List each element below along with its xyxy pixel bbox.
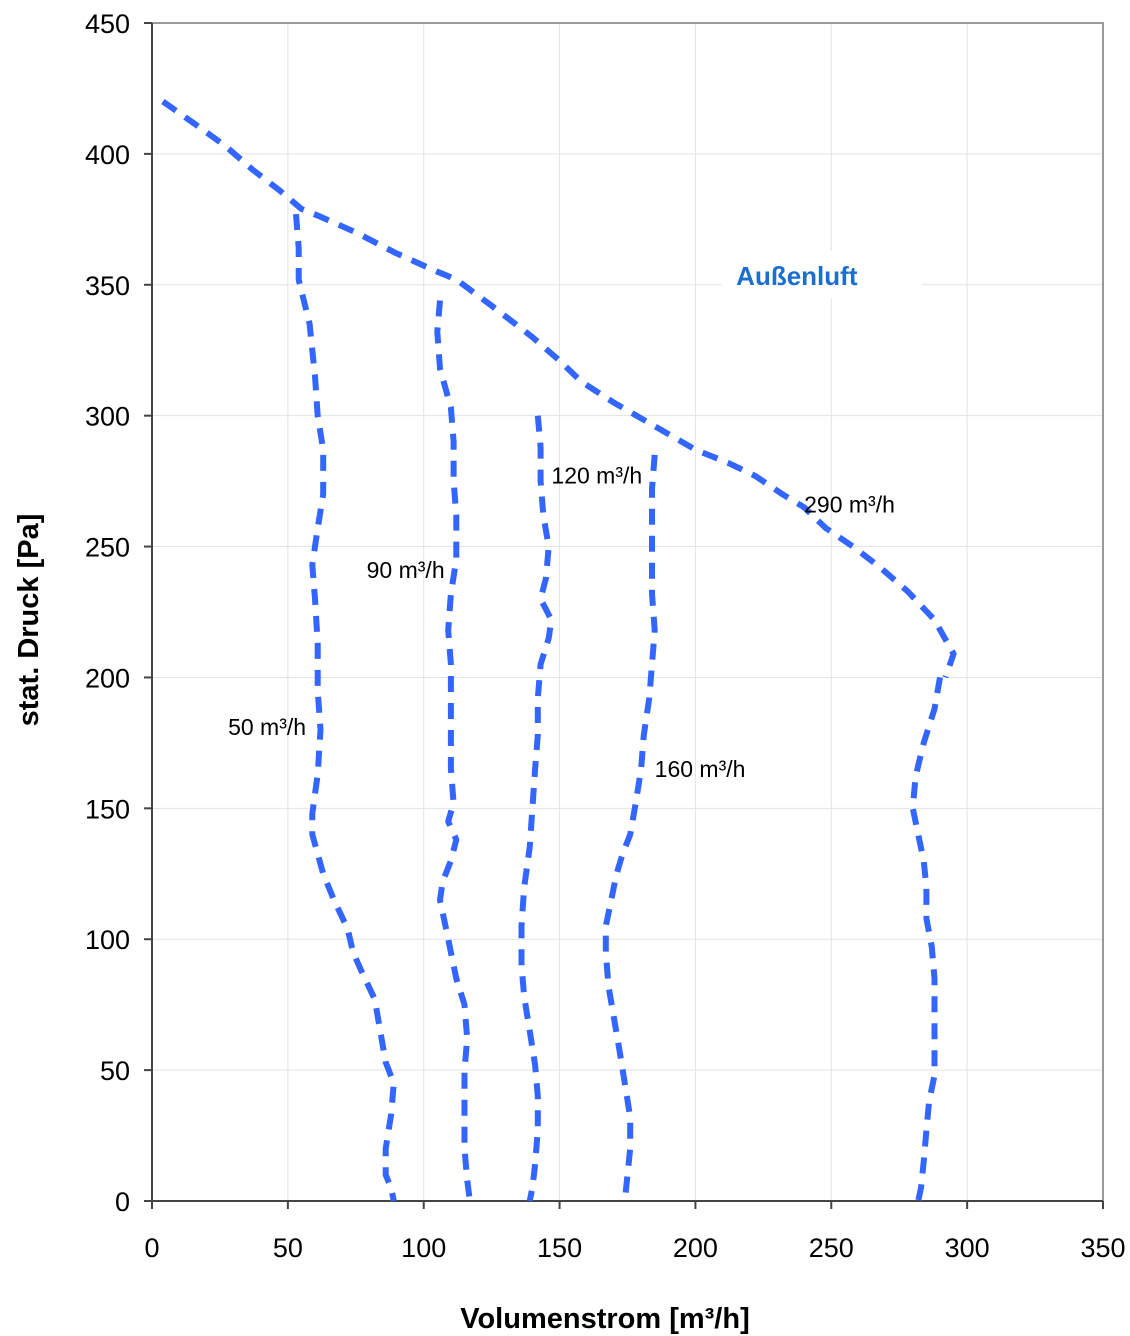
series-line-2 (434, 300, 473, 1202)
y-tick-label: 150 (85, 794, 130, 824)
series-label-bg (722, 250, 923, 299)
y-tick-label: 0 (115, 1187, 130, 1217)
series-line-0 (161, 99, 957, 679)
x-tick-label: 100 (401, 1233, 446, 1263)
series-label-2: 90 m³/h (367, 557, 445, 583)
y-tick-label: 50 (100, 1056, 130, 1086)
x-tick-label: 200 (673, 1233, 718, 1263)
series-layer (161, 99, 957, 1202)
series-line-5 (909, 676, 943, 1202)
series-label-1: 50 m³/h (228, 714, 306, 740)
series-line-3 (518, 415, 555, 1202)
label-layer: Außenluft 50 m³/h 90 m³/h 120 m³/h 160 m³/h 2… (228, 250, 923, 782)
y-tick-label: 200 (85, 663, 130, 693)
series-label-4: 160 m³/h (655, 756, 746, 782)
y-tick-label: 300 (85, 402, 130, 432)
x-tick-label: 300 (945, 1233, 990, 1263)
x-tick-label: 350 (1080, 1233, 1125, 1263)
y-tick-label: 100 (85, 925, 130, 955)
x-tick-label: 0 (144, 1233, 159, 1263)
x-tick-label: 250 (809, 1233, 854, 1263)
y-tick-label: 400 (85, 140, 130, 170)
y-tick-label: 450 (85, 9, 130, 39)
y-axis-title: stat. Druck [Pa] (13, 514, 45, 727)
axis-layer: 0 50 100 150 200 250 300 350 0 50 100 150 200 250 300 3… (85, 9, 1126, 1263)
series-label-3: 120 m³/h (551, 463, 642, 489)
x-axis-title: Volumenstrom [m³/h] (460, 1303, 749, 1335)
series-line-1 (293, 213, 397, 1202)
x-tick-label: 50 (273, 1233, 303, 1263)
series-label-5: 290 m³/h (804, 492, 895, 518)
series-line-4 (602, 454, 658, 1202)
grid-layer (152, 23, 1103, 1201)
x-tick-label: 150 (537, 1233, 582, 1263)
series-label-0: Außenluft (736, 261, 858, 291)
y-tick-label: 350 (85, 271, 130, 301)
y-tick-label: 250 (85, 533, 130, 563)
